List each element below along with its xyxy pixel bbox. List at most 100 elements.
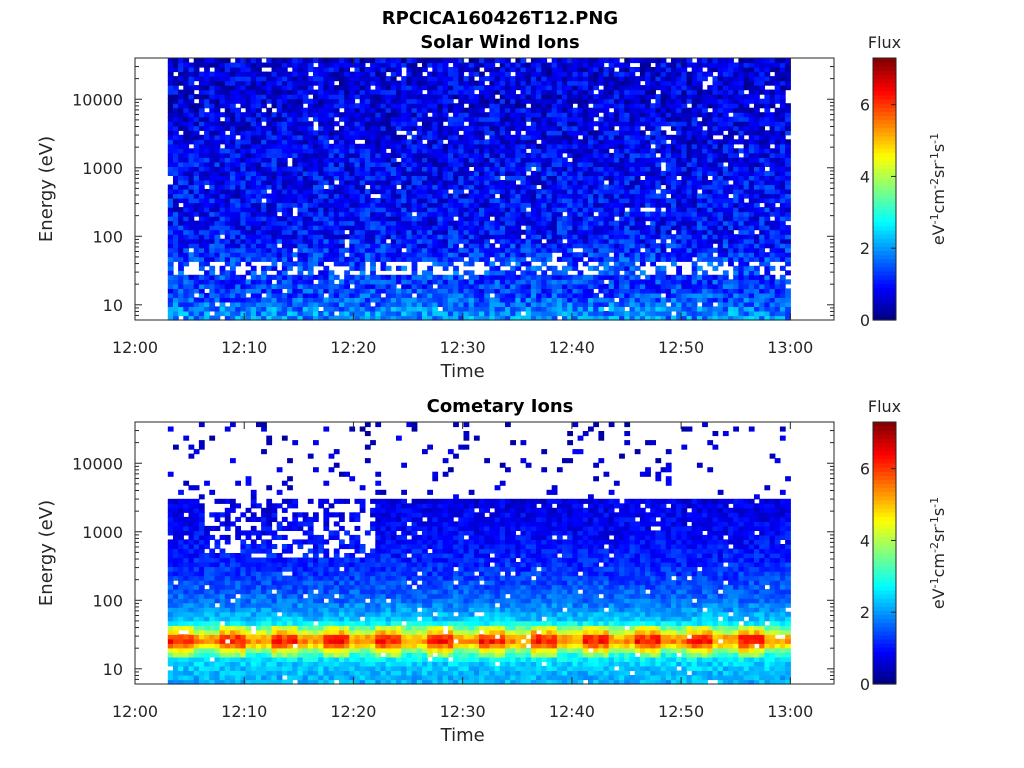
heatmap-cell: [489, 175, 496, 181]
heatmap-cell: [634, 94, 641, 100]
heatmap-cell: [608, 157, 615, 163]
heatmap-cell: [281, 125, 288, 131]
heatmap-cell: [250, 157, 257, 163]
heatmap-cell: [520, 193, 527, 199]
heatmap-cell: [339, 225, 345, 231]
heatmap-cell: [505, 193, 511, 199]
heatmap-cell: [499, 89, 506, 95]
heatmap-cell: [546, 252, 553, 258]
heatmap-cell: [447, 161, 454, 167]
heatmap-cell: [204, 216, 210, 222]
heatmap-cell: [167, 71, 174, 77]
heatmap-cell: [468, 216, 475, 222]
heatmap-cell: [468, 58, 475, 64]
heatmap-cell: [473, 306, 480, 312]
heatmap-cell: [219, 89, 226, 95]
heatmap-cell: [256, 103, 262, 109]
heatmap-cell: [250, 112, 257, 118]
heatmap-cell: [499, 270, 506, 276]
heatmap-cell: [245, 89, 252, 95]
heatmap-cell: [442, 283, 449, 289]
heatmap-cell: [390, 193, 397, 199]
heatmap-cell: [484, 256, 490, 262]
heatmap-cell: [608, 292, 615, 298]
heatmap-cell: [302, 161, 309, 167]
heatmap-cell: [173, 80, 179, 86]
heatmap-cell: [510, 80, 516, 86]
heatmap-cell: [453, 238, 459, 244]
heatmap-cell: [463, 216, 470, 222]
heatmap-cell: [396, 247, 402, 253]
heatmap-cell: [624, 71, 631, 77]
heatmap-cell: [344, 220, 350, 226]
heatmap-cell: [515, 112, 522, 118]
heatmap-cell: [582, 89, 589, 95]
heatmap-cell: [473, 301, 480, 307]
heatmap-cell: [442, 166, 449, 172]
heatmap-cell: [406, 216, 413, 222]
heatmap-cell: [613, 180, 620, 186]
heatmap-cell: [390, 62, 397, 68]
heatmap-cell: [390, 288, 397, 294]
heatmap-cell: [318, 121, 324, 127]
heatmap-cell: [546, 216, 553, 222]
heatmap-cell: [323, 80, 330, 86]
heatmap-cell: [292, 98, 299, 104]
heatmap-cell: [639, 180, 646, 186]
heatmap-cell: [287, 292, 293, 298]
heatmap-cell: [608, 274, 615, 280]
heatmap-cell: [634, 80, 641, 86]
heatmap-cell: [375, 125, 382, 131]
heatmap-cell: [515, 301, 522, 307]
heatmap-cell: [250, 107, 257, 113]
heatmap-cell: [489, 67, 496, 73]
heatmap-cell: [541, 170, 548, 176]
heatmap-cell: [582, 139, 589, 145]
heatmap-cell: [219, 112, 226, 118]
heatmap-cell: [416, 243, 423, 249]
heatmap-cell: [411, 270, 418, 276]
heatmap-cell: [515, 170, 522, 176]
heatmap-cell: [556, 270, 563, 276]
heatmap-cell: [624, 274, 631, 280]
heatmap-cell: [453, 283, 459, 289]
heatmap-cell: [505, 279, 511, 285]
heatmap-cell: [510, 166, 516, 172]
heatmap-cell: [536, 225, 542, 231]
heatmap-cell: [582, 107, 589, 113]
heatmap-cell: [598, 166, 605, 172]
heatmap-cell: [634, 161, 641, 167]
heatmap-cell: [390, 130, 397, 136]
heatmap-cell: [204, 67, 210, 73]
heatmap-cell: [479, 143, 485, 149]
heatmap-cell: [567, 261, 573, 267]
heatmap-cell: [359, 274, 366, 280]
heatmap-cell: [214, 170, 221, 176]
heatmap-cell: [567, 202, 573, 208]
heatmap-cell: [359, 134, 366, 140]
heatmap-cell: [318, 279, 324, 285]
heatmap-cell: [520, 143, 527, 149]
heatmap-cell: [328, 211, 335, 217]
heatmap-cell: [230, 301, 236, 307]
heatmap-cell: [411, 252, 418, 258]
heatmap-cell: [510, 152, 516, 158]
heatmap-cell: [458, 152, 465, 158]
heatmap-cell: [593, 274, 599, 280]
heatmap-cell: [198, 292, 205, 298]
heatmap-cell: [639, 94, 646, 100]
heatmap-cell: [396, 301, 402, 307]
heatmap-cell: [209, 148, 216, 154]
heatmap-cell: [401, 225, 407, 231]
heatmap-cell: [271, 193, 278, 199]
heatmap-cell: [520, 252, 527, 258]
heatmap-cell: [214, 152, 221, 158]
heatmap-cell: [209, 315, 216, 321]
heatmap-cell: [271, 238, 278, 244]
heatmap-cell: [183, 261, 190, 267]
heatmap-cell: [598, 152, 605, 158]
heatmap-cell: [473, 62, 480, 68]
heatmap-cell: [505, 85, 511, 91]
heatmap-cell: [416, 229, 423, 235]
heatmap-cell: [505, 80, 511, 86]
